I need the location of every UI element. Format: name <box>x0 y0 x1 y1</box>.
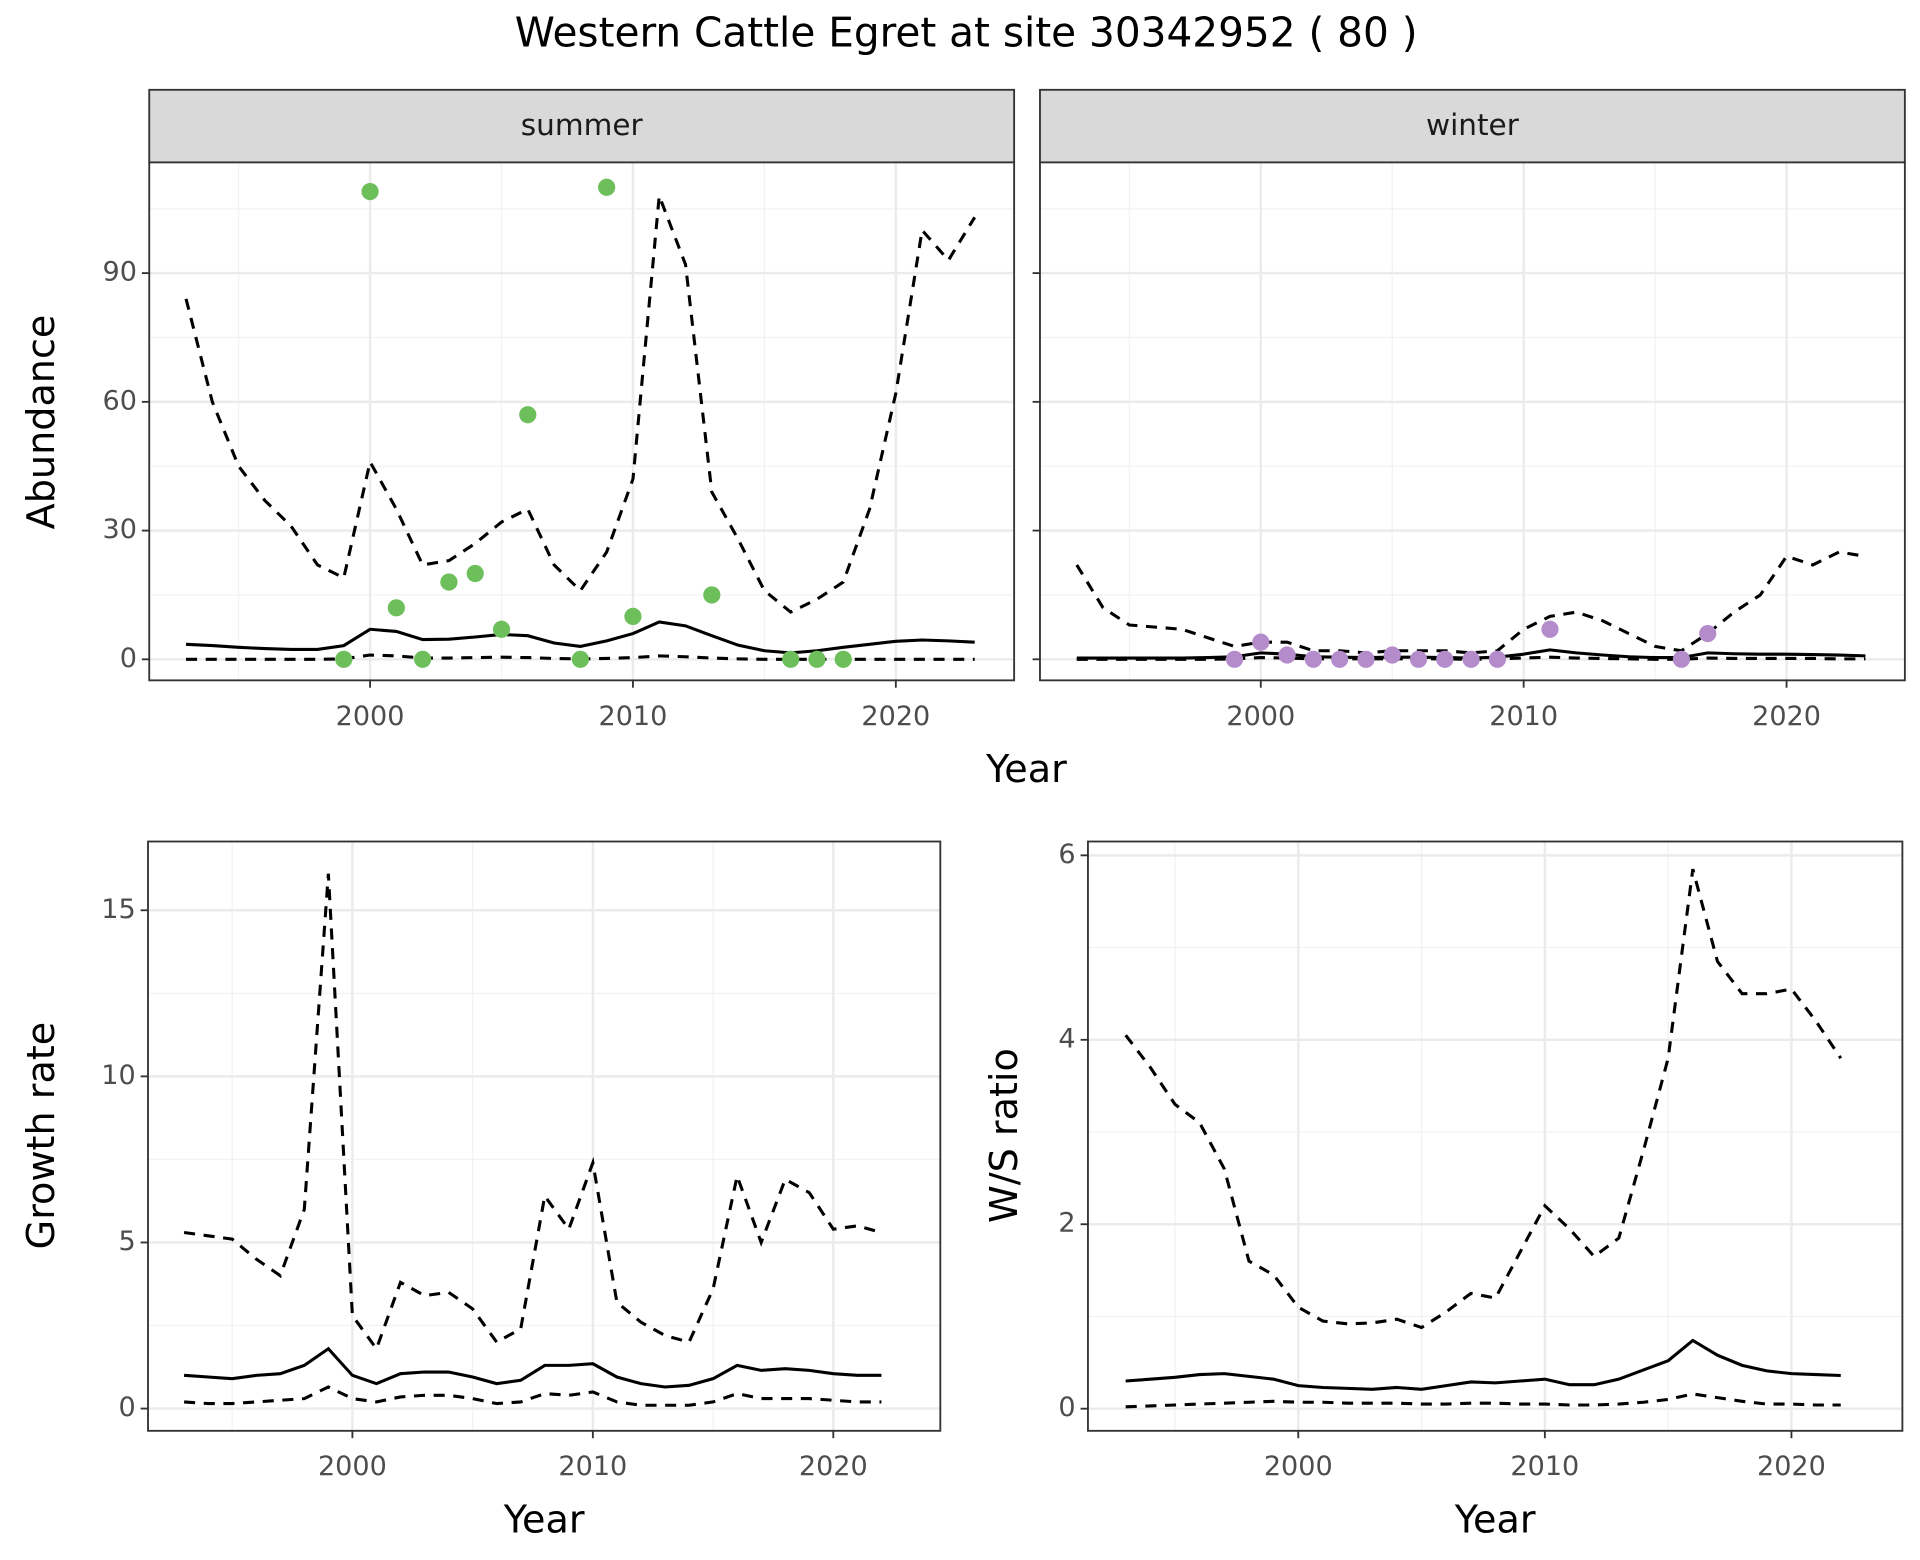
x-axis-title: Year <box>1454 1497 1536 1541</box>
panel-background <box>1087 841 1903 1431</box>
data-point <box>1488 650 1506 668</box>
facet-strip <box>1039 88 1906 164</box>
interval-line <box>184 195 977 614</box>
data-point <box>1331 650 1349 668</box>
x-tick-label: 2000 <box>318 1451 387 1482</box>
data-point <box>1225 650 1244 668</box>
data-point <box>414 650 432 668</box>
x-tick-label: 2020 <box>799 1451 868 1482</box>
data-point <box>703 586 721 604</box>
y-tick-label: 2 <box>1058 1208 1075 1239</box>
y-tick-label: 6 <box>1058 839 1075 870</box>
x-tick-label: 2020 <box>1752 701 1821 732</box>
data-point <box>1436 650 1454 668</box>
facet-strip <box>148 88 1016 164</box>
y-tick-label: 5 <box>118 1226 135 1257</box>
data-point <box>519 406 537 424</box>
x-tick-label: 2000 <box>1226 701 1295 732</box>
x-tick-label: 2010 <box>558 1451 627 1482</box>
panel-background <box>148 841 941 1431</box>
facet-label: winter <box>1426 108 1520 142</box>
x-axis-title: Year <box>503 1497 585 1541</box>
panel-background <box>149 162 1015 681</box>
x-tick-label: 2020 <box>1757 1451 1826 1482</box>
x-tick-label: 2000 <box>1264 1451 1333 1482</box>
data-point <box>1699 624 1717 643</box>
data-point <box>571 650 589 668</box>
y-tick-label: 0 <box>120 643 137 674</box>
y-axis-title: Abundance <box>19 315 63 530</box>
interval-line <box>183 1385 882 1407</box>
x-tick-label: 2010 <box>599 701 668 732</box>
y-tick-label: 30 <box>103 514 137 545</box>
median-line <box>1125 1338 1841 1391</box>
panel-border <box>1087 840 1904 1432</box>
x-tick-label: 2000 <box>336 701 405 732</box>
y-tick-label: 4 <box>1058 1023 1075 1054</box>
facet-label: summer <box>521 108 644 142</box>
y-tick-label: 60 <box>103 385 137 416</box>
interval-line <box>183 873 882 1353</box>
panel-background <box>1039 162 1905 681</box>
y-tick-label: 90 <box>103 257 137 288</box>
data-point <box>1357 650 1375 668</box>
data-point <box>1409 650 1428 668</box>
interval-line <box>1125 1392 1841 1409</box>
x-axis-title: Year <box>985 747 1067 791</box>
x-tick-label: 2020 <box>861 701 930 732</box>
x-tick-label: 2010 <box>1489 701 1558 732</box>
data-point <box>1672 650 1691 668</box>
y-tick-label: 0 <box>1058 1392 1075 1423</box>
interval-line <box>1075 550 1866 655</box>
y-tick-label: 0 <box>118 1392 135 1423</box>
panel-border <box>1039 161 1906 682</box>
data-point <box>1252 633 1270 651</box>
data-point <box>361 182 379 201</box>
data-point <box>834 650 852 668</box>
y-axis-title: W/S ratio <box>982 1048 1026 1223</box>
data-point <box>782 650 800 668</box>
data-point <box>1462 650 1480 668</box>
data-point <box>1304 650 1322 668</box>
data-point <box>440 573 458 591</box>
data-point <box>466 564 484 583</box>
panel-border <box>148 161 1016 682</box>
median-line <box>183 1346 882 1389</box>
data-point <box>492 620 511 638</box>
data-point <box>598 178 616 196</box>
panel-border <box>147 840 942 1432</box>
interval-line <box>1124 868 1843 1330</box>
data-point <box>387 599 405 617</box>
data-point <box>335 650 353 668</box>
y-tick-label: 15 <box>101 894 135 925</box>
data-point <box>624 607 642 626</box>
data-point <box>1383 646 1401 664</box>
data-point <box>1541 620 1559 638</box>
data-point <box>1278 646 1296 664</box>
x-tick-label: 2010 <box>1510 1451 1579 1482</box>
y-axis-title: Growth rate <box>19 1022 63 1250</box>
y-tick-label: 10 <box>101 1060 135 1091</box>
median-line <box>185 620 975 655</box>
figure-title: Western Cattle Egret at site 30342952 ( … <box>515 9 1418 57</box>
data-point <box>808 650 826 668</box>
